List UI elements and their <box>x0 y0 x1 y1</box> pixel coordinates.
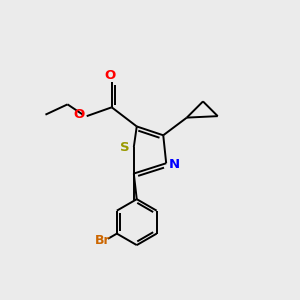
Text: O: O <box>105 69 116 82</box>
Text: Br: Br <box>95 235 111 248</box>
Text: S: S <box>120 141 130 154</box>
Text: O: O <box>74 108 85 121</box>
Text: N: N <box>169 158 180 171</box>
